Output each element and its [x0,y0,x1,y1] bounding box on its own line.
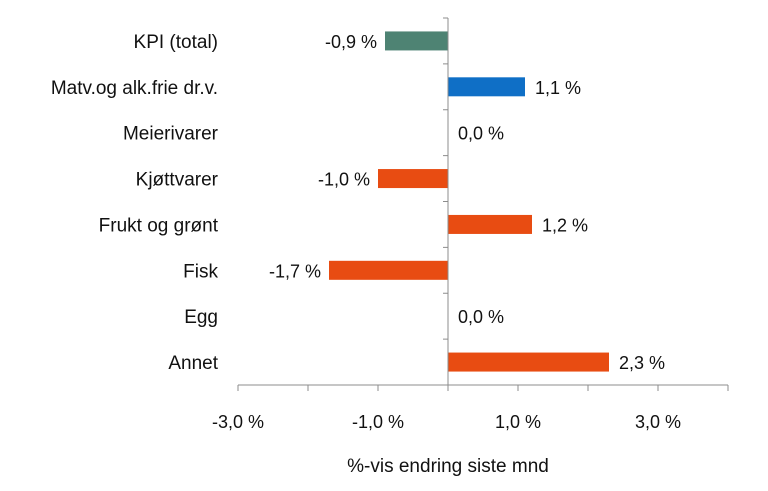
bar-1 [448,77,525,97]
bar-4 [448,214,532,234]
data-label: 1,1 % [535,78,581,98]
bars-layer [329,31,609,372]
value-axis: -3,0 % -1,0 % 1,0 % 3,0 % [212,384,729,432]
x-axis-title: %-vis endring siste mnd [347,456,549,477]
data-label: 0,0 % [458,307,504,327]
data-label: -1,7 % [269,261,321,281]
bar-7 [448,352,609,372]
bar-5 [329,260,448,280]
bar-0 [385,31,448,51]
category-label: Kjøttvarer [136,170,219,191]
category-label: Egg [184,307,218,328]
x-tick-label: -3,0 % [212,412,264,432]
category-label: KPI (total) [134,32,218,53]
x-tick-label: 1,0 % [495,412,541,432]
data-label: -0,9 % [325,32,377,52]
category-axis [443,17,449,386]
x-tick-label: -1,0 % [352,412,404,432]
data-label: 0,0 % [458,124,504,144]
data-label: 2,3 % [619,353,665,373]
category-label: Meierivarer [123,124,219,145]
data-label: 1,2 % [542,215,588,235]
data-labels: -0,9 % 1,1 % 0,0 % -1,0 % 1,2 % -1,7 % 0,0 % 2,… [269,32,665,373]
category-label: Fisk [183,261,218,282]
category-label: Annet [168,353,218,374]
category-labels: KPI (total) Matv.og alk.frie dr.v. Meieriv… [51,32,219,374]
data-label: -1,0 % [318,170,370,190]
bar-3 [378,169,448,189]
x-tick-label: 3,0 % [635,412,681,432]
category-label: Frukt og grønt [99,215,219,236]
category-label: Matv.og alk.frie dr.v. [51,78,218,99]
